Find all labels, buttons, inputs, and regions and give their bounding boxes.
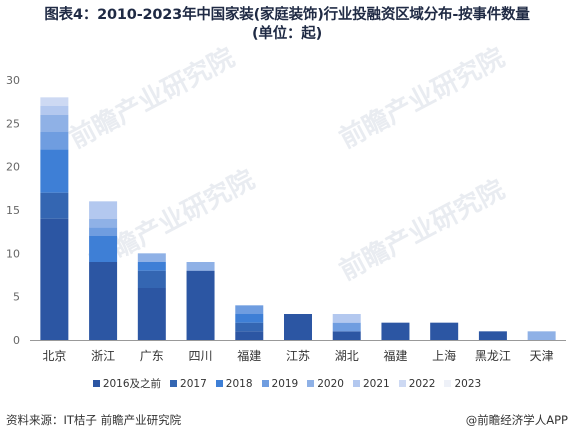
legend-item: 2017: [170, 376, 207, 391]
chart-title: 图表4：2010-2023年中国家装(家庭装饰)行业投融资区域分布-按事件数量 …: [0, 6, 574, 44]
x-tick-label: 福建: [237, 348, 261, 363]
x-tick-label: 天津: [530, 349, 554, 363]
bar-segment: [89, 227, 118, 236]
chart-title-line1: 图表4：2010-2023年中国家装(家庭装饰)行业投融资区域分布-按事件数量: [44, 7, 530, 23]
x-tick-label: 上海: [432, 348, 456, 363]
chart-title-line2: (单位：起): [251, 26, 323, 42]
legend-item: 2021: [352, 376, 390, 391]
bar-segment: [40, 97, 69, 106]
bar-segment: [137, 270, 166, 288]
x-tick-label: 江苏: [286, 349, 310, 363]
legend-label: 2022: [408, 377, 436, 390]
legend-swatch: [352, 380, 360, 387]
bar-segment: [381, 322, 410, 340]
y-tick-label: 15: [6, 204, 20, 217]
bar-segment: [137, 262, 166, 271]
legend-item: 2018: [215, 376, 253, 391]
bar-segment: [89, 218, 118, 228]
y-tick-label: 10: [6, 247, 20, 260]
legend-swatch: [92, 380, 100, 387]
x-tick-label: 广东: [140, 349, 164, 363]
legend-item: 2019: [261, 376, 299, 391]
bar-segment: [332, 331, 361, 340]
bar-segment: [89, 201, 118, 219]
bar-segment: [235, 314, 264, 323]
bar-segment: [332, 314, 361, 323]
y-tick-label: 0: [13, 334, 20, 347]
legend-item: 2023: [444, 376, 481, 391]
legend-item: 2016及之前: [92, 376, 162, 391]
chart-legend: 2016及之前 2017 2018 2019 2020 2021 2022 2023: [0, 376, 574, 391]
credit-note: @前瞻经济学人APP: [465, 413, 568, 427]
bar-segment: [235, 305, 264, 314]
legend-swatch: [215, 380, 223, 387]
y-tick-label: 20: [6, 161, 20, 174]
y-tick-label: 25: [6, 117, 20, 130]
bar-segment: [137, 288, 166, 340]
legend-label: 2018: [225, 377, 253, 390]
legend-label: 2017: [180, 377, 207, 390]
bar-segment: [40, 218, 69, 340]
x-tick-label: 黑龙江: [475, 349, 511, 363]
x-tick-label: 福建: [383, 348, 407, 363]
legend-label: 2021: [362, 377, 390, 390]
legend-item: 2020: [307, 376, 344, 391]
x-tick-label: 湖北: [335, 348, 359, 363]
bar-segment: [186, 262, 215, 271]
bar-segment: [40, 149, 69, 193]
legend-label: 2020: [317, 377, 344, 390]
legend-swatch: [307, 380, 315, 387]
legend-swatch: [170, 380, 178, 387]
bar-segment: [40, 132, 69, 150]
legend-label: 2016及之前: [102, 378, 162, 390]
legend-label: 2023: [454, 377, 482, 390]
x-tick-label: 北京: [42, 349, 66, 363]
bar-segment: [186, 270, 215, 340]
x-tick-label: 四川: [189, 349, 213, 363]
bar-segment: [284, 314, 312, 340]
bar-segment: [430, 322, 459, 340]
legend-swatch: [261, 380, 269, 387]
legend-item: 2022: [398, 376, 436, 391]
bar-segment: [235, 322, 264, 332]
x-tick-label: 浙江: [91, 349, 115, 363]
legend-label: 2019: [271, 377, 299, 390]
y-tick-label: 5: [13, 291, 20, 304]
bar-segment: [137, 253, 166, 262]
bar-segment: [89, 262, 118, 340]
bar-segment: [40, 192, 69, 219]
bar-segment: [332, 322, 361, 332]
legend-swatch: [444, 380, 452, 387]
bar-segment: [40, 114, 69, 132]
source-note: 资料来源：IT桔子 前瞻产业研究院: [6, 413, 182, 427]
bar-segment: [527, 331, 556, 340]
bar-segment: [40, 106, 69, 115]
y-tick-label: 30: [6, 74, 20, 87]
bar-segment: [235, 331, 264, 340]
bar-segment: [89, 236, 118, 262]
bar-segment: [478, 331, 507, 340]
legend-swatch: [398, 380, 406, 387]
